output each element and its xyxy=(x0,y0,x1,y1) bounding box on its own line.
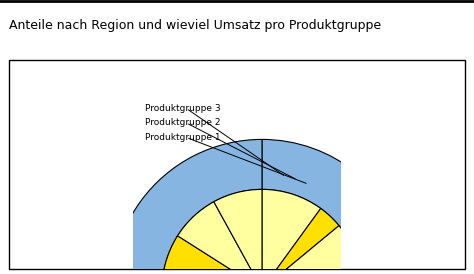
Wedge shape xyxy=(214,189,262,274)
Wedge shape xyxy=(162,236,262,274)
Text: Anteile nach Region und wieviel Umsatz pro Produktgruppe: Anteile nach Region und wieviel Umsatz p… xyxy=(9,19,382,32)
Wedge shape xyxy=(178,202,262,274)
Wedge shape xyxy=(262,139,409,271)
Wedge shape xyxy=(119,261,412,274)
Wedge shape xyxy=(262,189,321,274)
Text: Produktgruppe 3: Produktgruppe 3 xyxy=(146,104,221,113)
FancyBboxPatch shape xyxy=(9,60,465,269)
Wedge shape xyxy=(262,226,362,274)
Wedge shape xyxy=(112,139,262,274)
Text: Produktgruppe 2: Produktgruppe 2 xyxy=(146,118,221,127)
Wedge shape xyxy=(262,209,339,274)
Text: Produktgruppe 1: Produktgruppe 1 xyxy=(146,133,221,142)
